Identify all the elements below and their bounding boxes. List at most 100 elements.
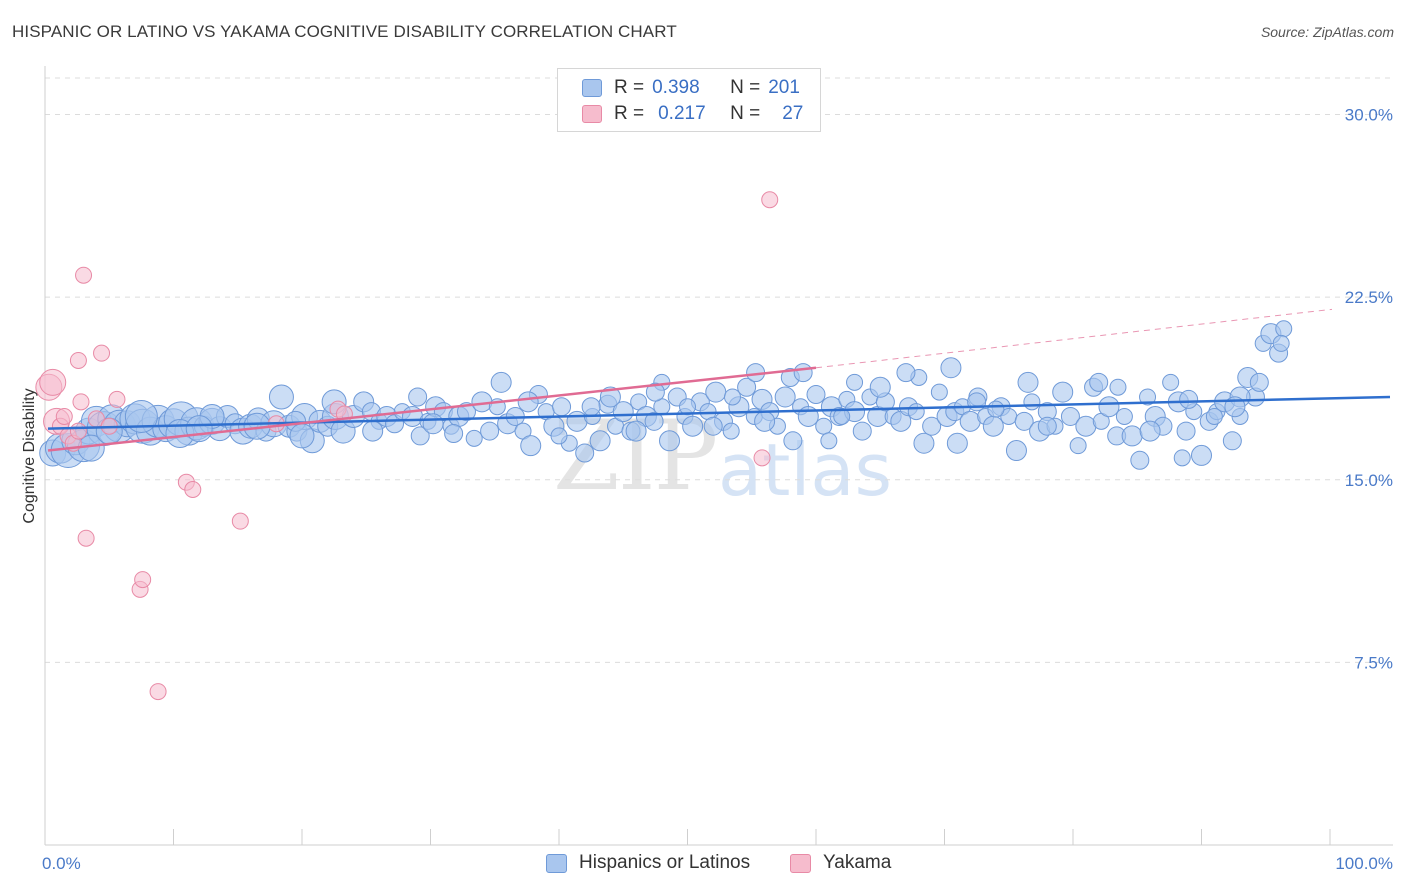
hispanic-point	[1115, 407, 1133, 425]
stats-legend: R = 0.398 N = 201 R = 0.217 N = 27	[557, 68, 821, 132]
hispanic-point	[1191, 444, 1212, 466]
hispanic-point	[1249, 372, 1269, 392]
hispanic-point	[815, 417, 833, 435]
hispanic-point	[833, 407, 851, 425]
legend-swatch-pink	[582, 105, 602, 123]
hispanic-point	[465, 429, 483, 447]
hispanic-point	[289, 423, 315, 449]
hispanic-point	[783, 431, 803, 451]
hispanic-point	[820, 432, 838, 450]
hispanic-point	[852, 421, 872, 441]
hispanic-point	[444, 423, 464, 443]
hispanic-point	[1139, 420, 1161, 442]
source-label: Source: ZipAtlas.com	[1260, 24, 1394, 40]
hispanic-point	[362, 420, 384, 442]
hispanic-point	[703, 416, 723, 436]
hispanic-point	[185, 415, 213, 443]
yakama-point	[108, 390, 126, 408]
x-tick-label: 100.0%	[1335, 854, 1393, 873]
hispanic-point	[575, 443, 595, 463]
hispanic-point	[1098, 396, 1120, 418]
hispanic-trend-line	[47, 395, 1391, 430]
hispanic-point	[982, 415, 1004, 437]
hispanic-point	[124, 399, 158, 433]
hispanic-point	[1075, 415, 1097, 437]
yakama-point	[75, 266, 93, 284]
y-tick-label: 22.5%	[1345, 288, 1393, 307]
yakama-point	[93, 344, 111, 362]
hispanic-point	[1130, 450, 1150, 470]
hispanic-point	[922, 416, 942, 436]
hispanic-point	[793, 363, 813, 383]
hispanic-point	[723, 388, 741, 406]
hispanic-point	[1179, 389, 1199, 409]
hispanic-point	[705, 381, 727, 403]
yakama-point	[184, 481, 202, 499]
hispanic-point	[806, 385, 826, 405]
hispanic-point	[774, 386, 796, 408]
hispanic-point	[625, 420, 647, 442]
hispanic-point	[659, 430, 681, 452]
bottom-legend: Hispanics or Latinos Yakama	[0, 852, 1406, 876]
legend-r-value: 0.398	[652, 77, 700, 98]
hispanic-point	[1052, 381, 1074, 403]
bottom-swatch-pink	[790, 853, 811, 873]
yakama-point	[55, 407, 73, 425]
bottom-legend-label: Yakama	[823, 852, 892, 873]
y-tick-label: 30.0%	[1345, 106, 1393, 125]
hispanic-point	[869, 376, 891, 398]
yakama-point	[149, 683, 167, 701]
chart-title: HISPANIC OR LATINO VS YAKAMA COGNITIVE D…	[12, 22, 677, 41]
hispanic-point	[846, 373, 864, 391]
legend-n-value: 27	[782, 103, 804, 124]
hispanic-point	[422, 413, 444, 435]
yakama-point	[77, 529, 95, 547]
hispanic-point	[490, 371, 512, 393]
legend-n-label: N =	[730, 103, 761, 124]
hispanic-point	[737, 377, 757, 397]
legend-n-value: 201	[768, 77, 800, 98]
yakama-point	[72, 393, 90, 411]
legend-n-label: N =	[730, 77, 761, 98]
hispanic-point	[1162, 373, 1180, 391]
hispanic-point	[946, 432, 968, 454]
watermark-atlas: atlas	[718, 428, 892, 512]
hispanic-point	[552, 397, 572, 417]
hispanic-point	[1069, 437, 1087, 455]
yakama-point	[39, 368, 67, 396]
hispanic-point	[987, 400, 1005, 418]
hispanic-point	[1222, 431, 1242, 451]
bottom-legend-label: Hispanics or Latinos	[579, 852, 751, 873]
hispanic-point	[644, 411, 664, 431]
hispanic-point	[1060, 406, 1080, 426]
bottom-legend-yakama: Yakama	[790, 852, 891, 874]
hispanic-point	[1014, 411, 1034, 431]
hispanic-point	[550, 427, 568, 445]
hispanic-point	[581, 397, 601, 417]
hispanic-point	[754, 410, 776, 432]
yakama-point	[753, 449, 771, 467]
hispanic-point	[1173, 449, 1191, 467]
hispanic-point	[410, 426, 430, 446]
yakama-point	[761, 191, 779, 209]
y-tick-label: 15.0%	[1345, 471, 1393, 490]
legend-row-yakama: R = 0.217 N = 27	[582, 103, 803, 125]
legend-r-label: R =	[614, 77, 645, 98]
legend-swatch-blue	[582, 79, 602, 97]
hispanic-point	[1139, 388, 1157, 406]
hispanic-point	[517, 391, 539, 413]
yakama-trend-line	[47, 366, 817, 452]
hispanic-point	[967, 392, 987, 412]
hispanic-point	[480, 421, 500, 441]
yakama-trend-extension	[815, 308, 1333, 369]
y-tick-label: 7.5%	[1354, 653, 1393, 672]
yakama-point	[69, 351, 87, 369]
hispanic-point	[1109, 378, 1127, 396]
hispanic-point	[520, 435, 542, 457]
yakama-point	[69, 422, 87, 440]
hispanic-point	[645, 382, 665, 402]
hispanic-point	[1017, 371, 1039, 393]
legend-row-hispanic: R = 0.398 N = 201	[582, 77, 800, 99]
y-axis-title: Cognitive Disability	[21, 388, 38, 523]
